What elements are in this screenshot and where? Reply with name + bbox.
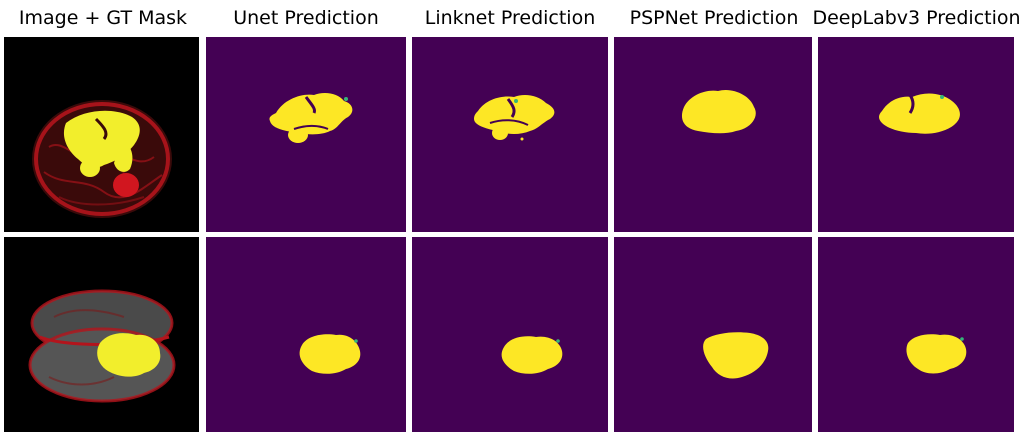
pspnet-prediction-panel-row2	[614, 237, 812, 432]
pspnet-prediction-panel-row1	[614, 37, 812, 232]
unet-prediction-panel-row2	[206, 237, 406, 432]
linknet-prediction-panel-row2	[412, 237, 608, 432]
unet-prediction-panel-row1	[206, 37, 406, 232]
column-title-linknet: Linknet Prediction	[424, 7, 596, 29]
deeplabv3-prediction-panel-row2	[818, 237, 1014, 432]
deeplabv3-prediction-panel-row1	[818, 37, 1014, 232]
column-title-unet: Unet Prediction	[233, 7, 379, 29]
image-gt-panel-row1	[4, 37, 199, 232]
column-title-deeplabv3: DeepLabv3 Prediction	[812, 7, 1021, 29]
column-title-image-gt: Image + GT Mask	[18, 7, 188, 29]
linknet-prediction-panel-row1	[412, 37, 608, 232]
column-title-pspnet: PSPNet Prediction	[629, 7, 799, 29]
image-gt-panel-row2	[4, 237, 199, 432]
